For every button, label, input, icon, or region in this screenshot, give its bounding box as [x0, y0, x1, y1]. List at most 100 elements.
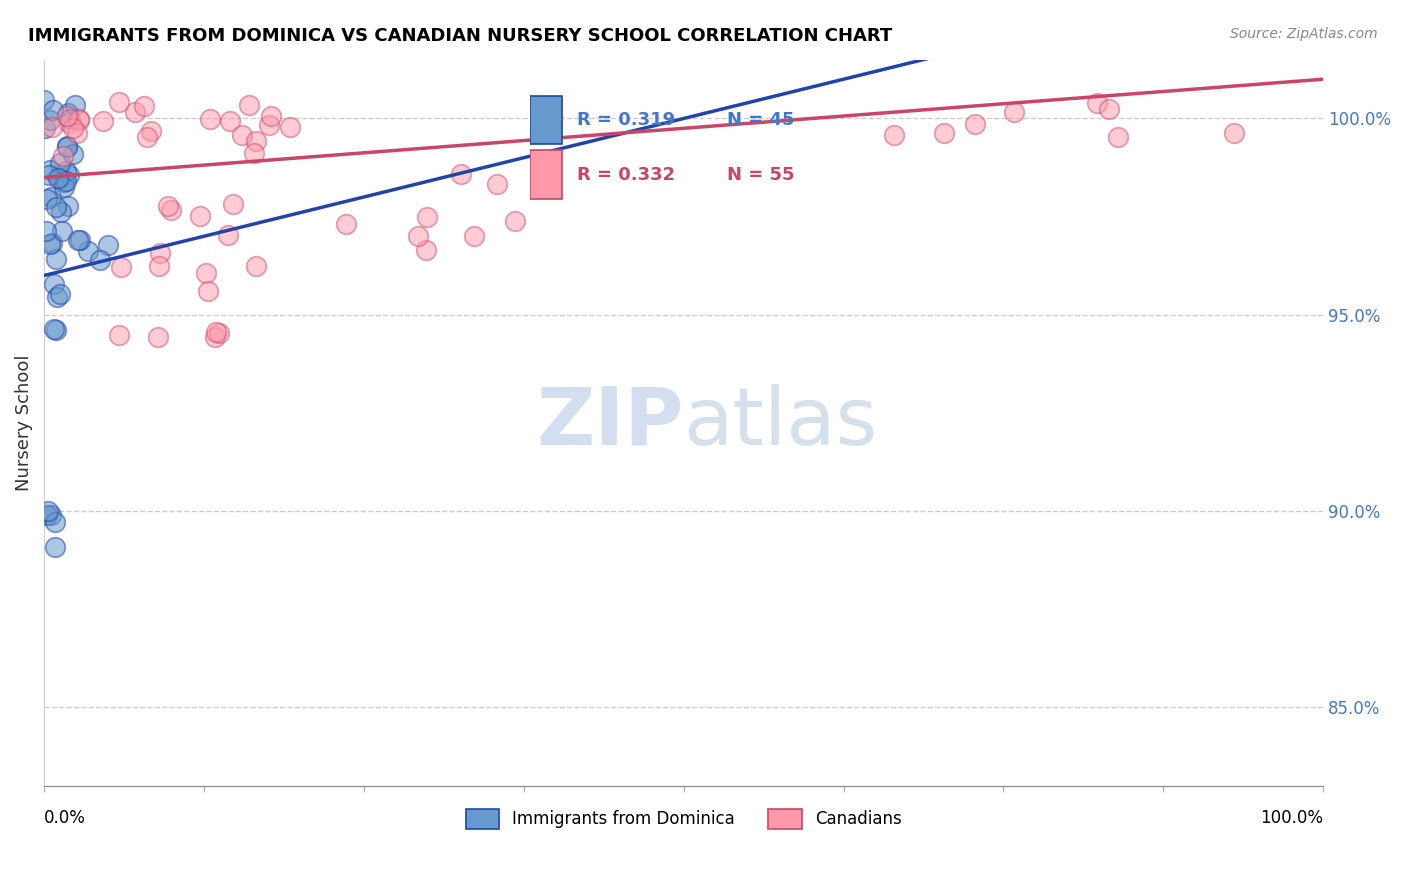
- Point: [260, 109, 283, 123]
- Point: [51, 205, 73, 219]
- Point: [66, 233, 89, 247]
- Point: [278, 120, 301, 134]
- Point: [156, 198, 179, 212]
- Point: [52, 148, 75, 162]
- Point: [195, 266, 218, 280]
- Point: [35, 508, 58, 522]
- Point: [450, 167, 472, 181]
- Point: [416, 210, 439, 224]
- Point: [44, 541, 66, 555]
- Point: [62, 121, 84, 136]
- Point: [188, 209, 211, 223]
- Point: [46, 170, 69, 185]
- Point: [259, 118, 281, 132]
- Point: [238, 98, 260, 112]
- Point: [91, 113, 114, 128]
- Point: [34, 120, 56, 135]
- Point: [204, 330, 226, 344]
- Point: [136, 130, 159, 145]
- Text: 0.0%: 0.0%: [44, 809, 86, 828]
- Point: [963, 116, 986, 130]
- Point: [41, 120, 63, 135]
- Point: [146, 330, 169, 344]
- Point: [55, 174, 77, 188]
- Point: [58, 199, 80, 213]
- Point: [110, 260, 132, 274]
- Point: [463, 229, 485, 244]
- Point: [208, 326, 231, 340]
- Text: ZIP: ZIP: [536, 384, 683, 462]
- Point: [58, 168, 80, 182]
- Point: [51, 224, 73, 238]
- Point: [148, 259, 170, 273]
- Point: [62, 146, 84, 161]
- Point: [406, 229, 429, 244]
- Point: [39, 163, 62, 178]
- Point: [108, 327, 131, 342]
- Point: [124, 104, 146, 119]
- Point: [231, 128, 253, 143]
- Point: [69, 233, 91, 247]
- Point: [59, 112, 82, 127]
- Point: [245, 134, 267, 148]
- Point: [49, 171, 72, 186]
- Y-axis label: Nursery School: Nursery School: [15, 354, 32, 491]
- Point: [139, 124, 162, 138]
- Point: [243, 145, 266, 160]
- Point: [149, 246, 172, 260]
- Point: [58, 116, 80, 130]
- Point: [53, 175, 76, 189]
- Point: [45, 323, 67, 337]
- Point: [48, 286, 70, 301]
- Point: [65, 126, 87, 140]
- Point: [63, 98, 86, 112]
- Text: Source: ZipAtlas.com: Source: ZipAtlas.com: [1230, 27, 1378, 41]
- Point: [932, 126, 955, 140]
- Point: [56, 139, 79, 153]
- Point: [37, 504, 59, 518]
- Point: [97, 238, 120, 252]
- Point: [1107, 129, 1129, 144]
- Point: [39, 237, 62, 252]
- Point: [42, 322, 65, 336]
- Point: [76, 244, 98, 258]
- Point: [1085, 96, 1108, 111]
- Point: [42, 277, 65, 291]
- Point: [883, 128, 905, 142]
- Point: [39, 508, 62, 522]
- Point: [67, 112, 90, 126]
- Point: [205, 325, 228, 339]
- Point: [222, 196, 245, 211]
- Point: [200, 112, 222, 126]
- Point: [217, 228, 239, 243]
- Point: [45, 252, 67, 267]
- Point: [245, 260, 267, 274]
- Point: [415, 243, 437, 257]
- Point: [134, 99, 156, 113]
- Point: [39, 190, 62, 204]
- Text: 100.0%: 100.0%: [1260, 809, 1323, 828]
- Point: [44, 515, 66, 529]
- Point: [67, 112, 90, 127]
- Point: [52, 180, 75, 194]
- Point: [45, 200, 67, 214]
- Text: IMMIGRANTS FROM DOMINICA VS CANADIAN NURSERY SCHOOL CORRELATION CHART: IMMIGRANTS FROM DOMINICA VS CANADIAN NUR…: [28, 27, 893, 45]
- Point: [55, 164, 77, 178]
- Point: [160, 202, 183, 217]
- Point: [49, 156, 72, 170]
- Point: [56, 140, 79, 154]
- Point: [35, 192, 58, 206]
- Point: [197, 284, 219, 298]
- Point: [38, 112, 60, 127]
- Text: atlas: atlas: [683, 384, 877, 462]
- Point: [38, 168, 60, 182]
- Point: [32, 93, 55, 107]
- Point: [219, 114, 242, 128]
- Point: [108, 95, 131, 109]
- Point: [45, 290, 67, 304]
- Point: [335, 217, 357, 231]
- Point: [1223, 126, 1246, 140]
- Point: [56, 105, 79, 120]
- Point: [56, 109, 79, 123]
- Point: [485, 178, 508, 192]
